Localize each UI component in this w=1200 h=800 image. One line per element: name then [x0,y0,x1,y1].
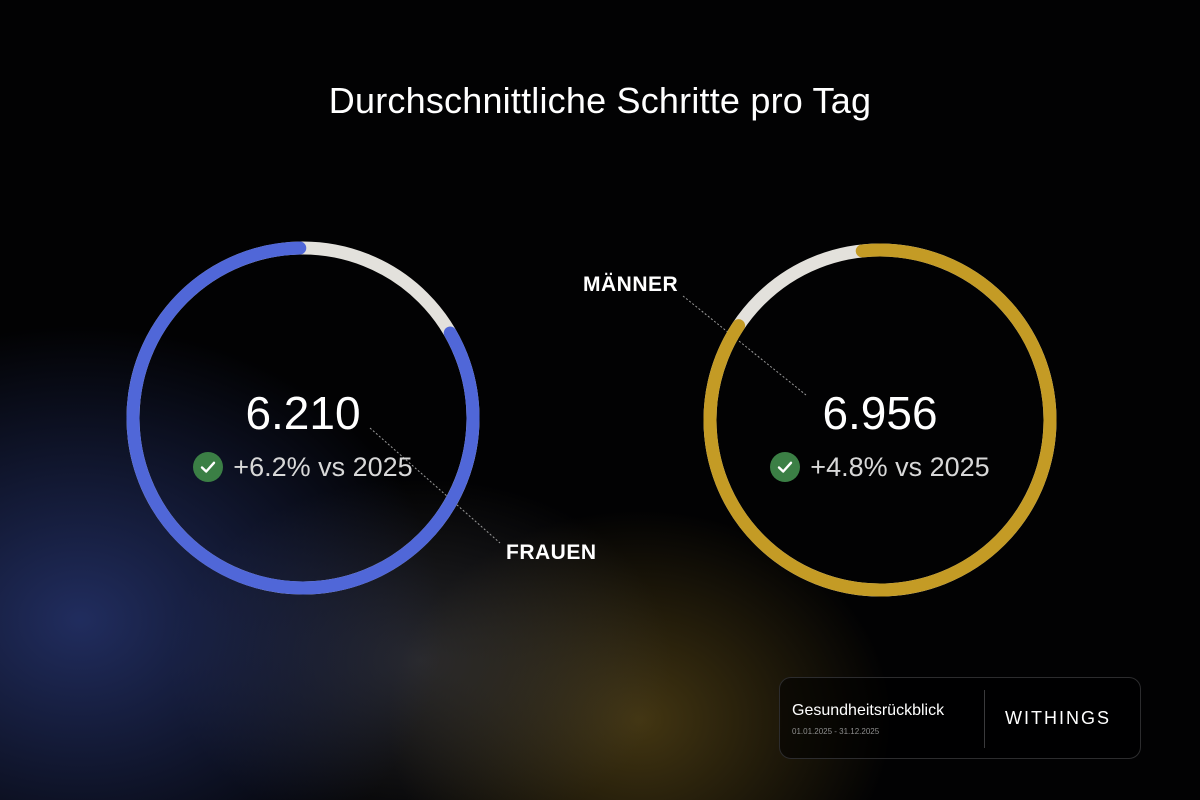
report-date-range: 01.01.2025 - 31.12.2025 [792,727,880,736]
leader-line-frauen [369,427,501,544]
card-divider [984,690,985,748]
maenner-label: MÄNNER [583,273,679,296]
frauen-change-row: +6.2% vs 2025 [153,449,453,485]
report-title: Gesundheitsrückblick [792,702,945,719]
check-circle-icon [770,452,801,482]
check-circle-icon [193,452,224,482]
maenner-change-row: +4.8% vs 2025 [730,449,1030,485]
brand-logo: WITHINGS [1005,708,1111,728]
maenner-value: 6.956 [822,387,938,439]
report-card: Gesundheitsrückblick 01.01.2025 - 31.12.… [779,677,1141,759]
chart-title: Durchschnittliche Schritte pro Tag [328,80,872,121]
frauen-change: +6.2% vs 2025 [233,451,413,482]
frauen-value: 6.210 [245,387,361,439]
donut-arc-maenner [703,243,1057,597]
frauen-label: FRAUEN [506,541,597,564]
maenner-change: +4.8% vs 2025 [810,451,990,482]
donut-arc-frauen [126,241,480,595]
